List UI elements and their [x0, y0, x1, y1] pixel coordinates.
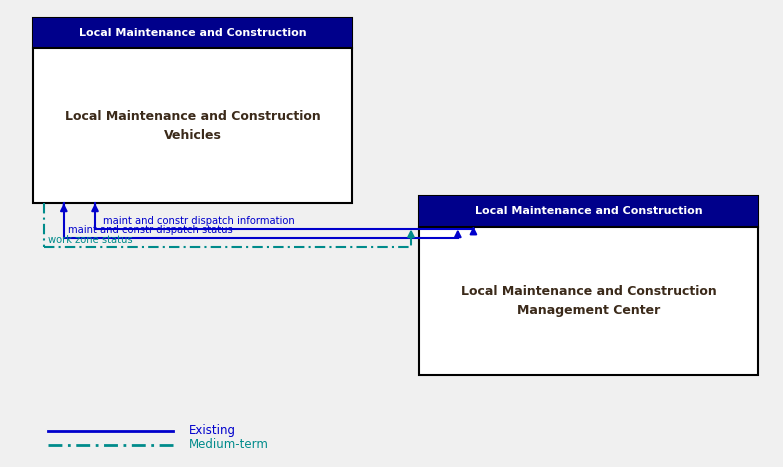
Text: Existing: Existing — [189, 425, 236, 437]
Text: Local Maintenance and Construction
Vehicles: Local Maintenance and Construction Vehic… — [65, 110, 320, 142]
Bar — [33, 18, 352, 48]
Text: work zone status: work zone status — [49, 234, 133, 245]
Bar — [419, 196, 758, 375]
Text: maint and constr dispatch status: maint and constr dispatch status — [67, 226, 233, 235]
Text: maint and constr dispatch information: maint and constr dispatch information — [103, 216, 294, 226]
Text: Local Maintenance and Construction
Management Center: Local Maintenance and Construction Manag… — [460, 285, 716, 317]
Bar — [419, 196, 758, 226]
Text: Medium-term: Medium-term — [189, 438, 269, 451]
Text: Local Maintenance and Construction: Local Maintenance and Construction — [474, 206, 702, 216]
Text: Local Maintenance and Construction: Local Maintenance and Construction — [79, 28, 306, 38]
Bar — [33, 18, 352, 203]
